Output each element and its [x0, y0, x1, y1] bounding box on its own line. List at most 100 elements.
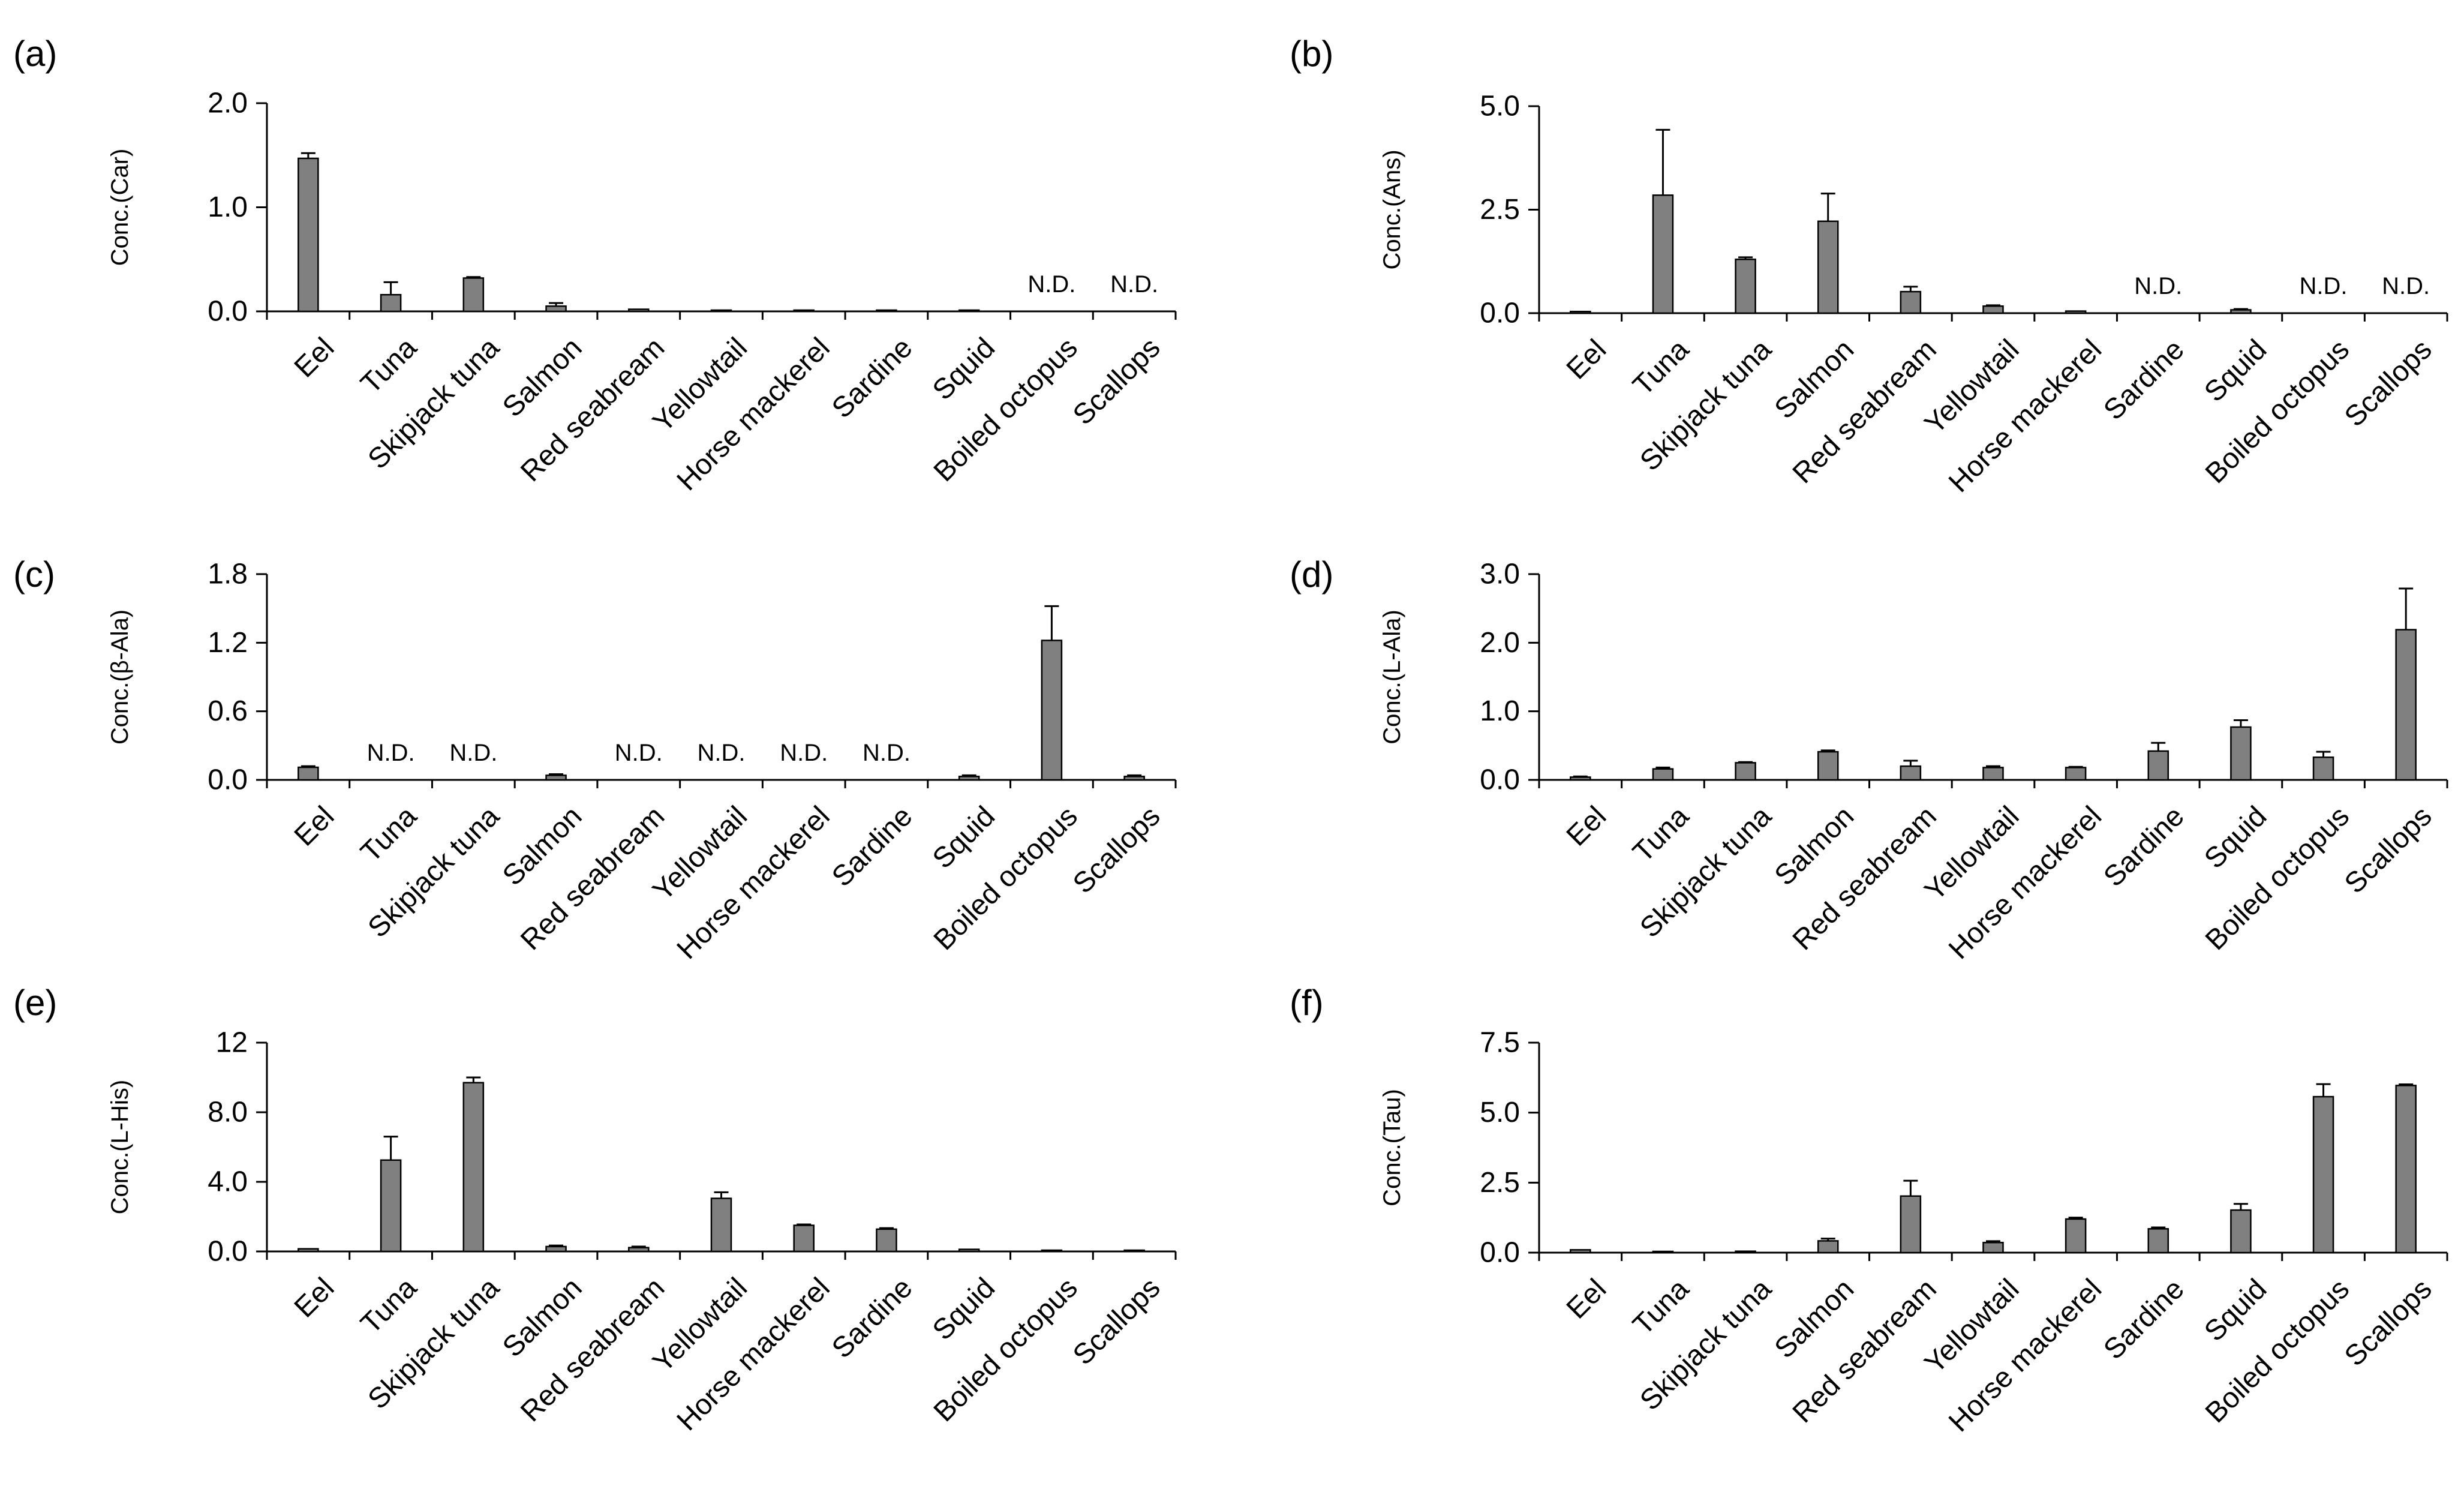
panel-label: (f)	[1290, 983, 1324, 1023]
bar	[627, 1247, 650, 1253]
x-tick-label: Squid	[927, 332, 1001, 406]
bar	[1123, 1249, 1145, 1253]
bar	[1652, 768, 1674, 781]
bar	[2312, 1095, 2334, 1254]
bar	[1041, 640, 1063, 781]
x-tick-label: Eel	[289, 1272, 341, 1324]
x-tick-label: Eel	[289, 800, 341, 852]
bar	[1123, 776, 1145, 781]
x-tick-label: Squid	[2198, 334, 2273, 408]
x-tick-label: Horse mackerel	[671, 332, 836, 497]
chart-panel: (c) Conc.(β-Ala) 0.0 0.6 1.2 1.8 Eel N.D. Tuna N.…	[13, 554, 1177, 965]
x-tick-label: Scallops	[2339, 334, 2438, 433]
y-tick-label: 0.0	[208, 764, 248, 796]
panel-label: (a)	[13, 34, 57, 74]
bar	[2230, 309, 2252, 314]
bar	[1982, 1241, 2004, 1254]
bar	[2395, 1085, 2417, 1254]
bar	[793, 309, 815, 313]
y-axis-title: Conc.(L-His)	[107, 1080, 133, 1214]
bar	[1570, 1249, 1591, 1254]
bar	[462, 277, 485, 313]
bar	[710, 309, 732, 313]
panel-label: (d)	[1290, 554, 1333, 595]
x-tick-label: Red seabream	[1787, 334, 1943, 490]
bar	[1982, 305, 2004, 314]
bar	[958, 309, 980, 313]
bar	[545, 305, 567, 313]
bar	[2147, 1228, 2169, 1254]
x-tick-label: Red seabream	[515, 800, 671, 956]
bar	[1900, 765, 1922, 781]
y-tick-label: 0.0	[208, 1236, 248, 1268]
x-tick-label: Horse mackerel	[671, 800, 836, 965]
y-tick-label: 2.5	[1480, 194, 1520, 226]
x-tick-label: Scallops	[1067, 1272, 1167, 1371]
x-tick-label: Tuna	[355, 800, 423, 869]
y-tick-label: 1.8	[208, 559, 248, 590]
bar	[1735, 259, 1756, 314]
nd-label: N.D.	[1110, 271, 1158, 298]
x-tick-label: Horse mackerel	[1943, 800, 2108, 965]
bar	[876, 1228, 897, 1253]
bar	[2230, 726, 2252, 781]
y-axis-title: Conc.(β-Ala)	[107, 610, 133, 744]
bar	[298, 157, 319, 313]
x-tick-label: Red seabream	[515, 332, 671, 488]
nd-label: N.D.	[2134, 273, 2182, 299]
x-tick-label: Boiled octopus	[928, 332, 1084, 488]
x-tick-label: Sardine	[826, 800, 918, 893]
y-tick-label: 5.0	[1480, 91, 1520, 122]
y-tick-label: 3.0	[1480, 559, 1520, 590]
y-axis-title: Conc.(Ans)	[1379, 149, 1405, 269]
nd-label: N.D.	[780, 740, 828, 766]
x-tick-label: Squid	[2198, 1273, 2273, 1347]
x-tick-label: Eel	[1561, 1273, 1613, 1325]
bar	[298, 766, 319, 781]
y-tick-label: 12	[216, 1027, 248, 1059]
x-tick-label: Sardine	[2098, 334, 2190, 426]
x-tick-label: Eel	[1561, 800, 1613, 852]
nd-label: N.D.	[2300, 273, 2348, 299]
bar	[2147, 750, 2169, 781]
bar	[380, 293, 402, 313]
bar	[1041, 1249, 1063, 1253]
x-tick-label: Scallops	[2339, 800, 2438, 900]
y-tick-label: 2.0	[208, 88, 248, 119]
y-tick-label: 0.6	[208, 695, 248, 727]
x-tick-label: Boiled octopus	[2199, 800, 2355, 956]
x-tick-label: Tuna	[355, 332, 423, 400]
y-tick-label: 0.0	[1480, 764, 1520, 796]
x-tick-label: Eel	[1561, 334, 1613, 386]
bar	[1652, 194, 1674, 314]
y-tick-label: 1.0	[208, 191, 248, 223]
x-tick-label: Scallops	[2339, 1273, 2438, 1373]
y-axis-title: Conc.(L-Ala)	[1379, 610, 1405, 744]
x-tick-label: Scallops	[1067, 800, 1167, 900]
bar	[462, 1082, 485, 1253]
nd-label: N.D.	[367, 740, 415, 766]
bar	[2065, 1218, 2087, 1254]
x-tick-label: Sardine	[826, 1272, 918, 1364]
y-tick-label: 0.0	[1480, 298, 1520, 329]
panel-label: (e)	[13, 983, 57, 1023]
bar	[958, 1248, 980, 1253]
nd-label: N.D.	[863, 740, 911, 766]
y-tick-label: 2.5	[1480, 1167, 1520, 1199]
x-tick-label: Squid	[927, 800, 1001, 875]
bar	[2065, 310, 2087, 314]
bar	[2395, 629, 2417, 781]
nd-label: N.D.	[449, 740, 497, 766]
y-tick-label: 5.0	[1480, 1097, 1520, 1128]
x-tick-label: Eel	[289, 332, 341, 384]
x-tick-label: Squid	[927, 1272, 1001, 1346]
y-tick-label: 4.0	[208, 1166, 248, 1198]
x-tick-label: Boiled octopus	[928, 1272, 1084, 1428]
nd-label: N.D.	[2382, 273, 2430, 299]
x-tick-label: Horse mackerel	[1943, 1273, 2108, 1438]
bar	[958, 776, 980, 781]
